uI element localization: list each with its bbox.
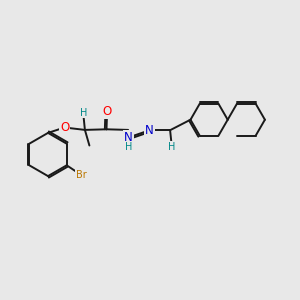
Text: H: H <box>168 142 175 152</box>
Text: H: H <box>80 107 87 118</box>
Text: O: O <box>103 105 112 119</box>
Text: Br: Br <box>76 170 86 180</box>
Text: H: H <box>125 142 132 152</box>
Text: N: N <box>145 124 154 137</box>
Text: O: O <box>60 121 69 134</box>
Text: N: N <box>124 131 133 144</box>
